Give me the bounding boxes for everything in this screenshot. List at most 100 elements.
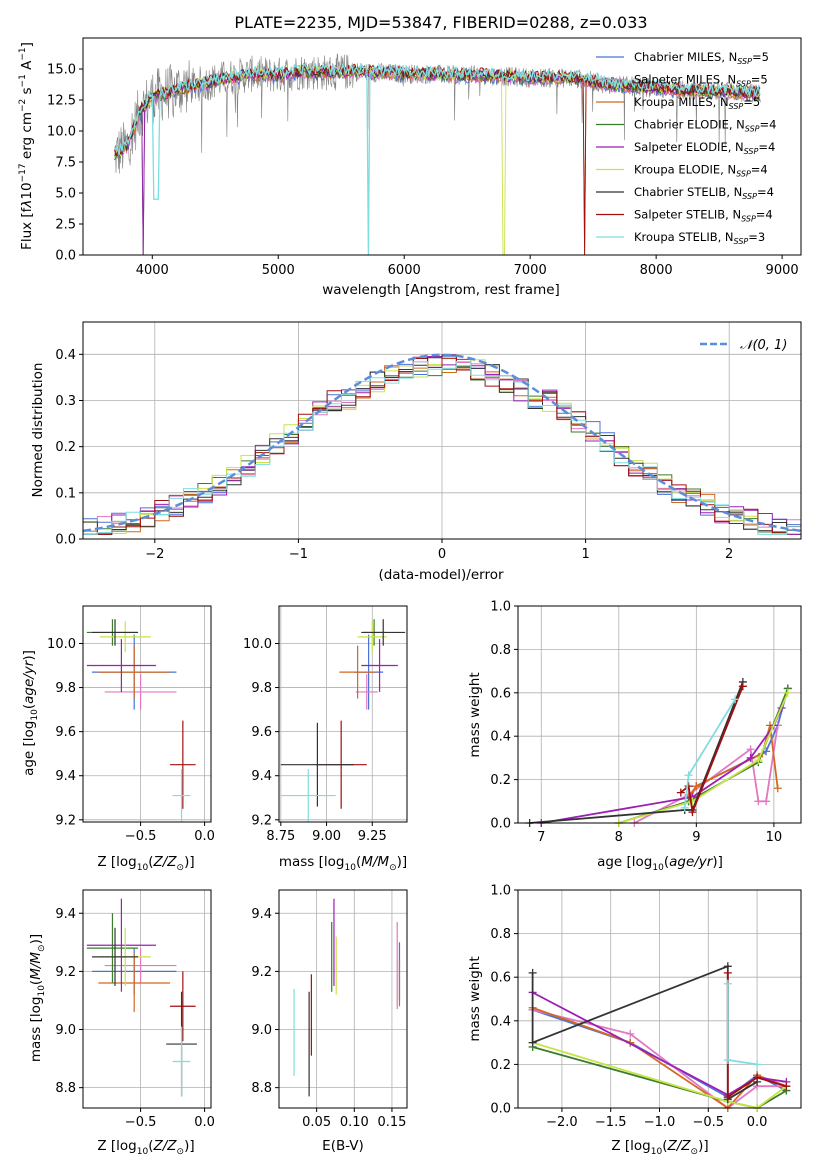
marker-salpeter_miles	[746, 745, 755, 754]
marker-salpeter_stelib	[688, 808, 697, 817]
marker-salpeter_miles	[762, 797, 771, 806]
y-tick-label: 15.0	[47, 63, 76, 78]
y-tick-label: 0.4	[490, 730, 511, 745]
y-tick-label: 5.0	[55, 187, 76, 202]
x-tick-label: 7000	[514, 263, 547, 278]
marker-salpeter_stelib	[738, 682, 747, 691]
panel-background	[83, 606, 211, 822]
marker-kroupa_stelib	[753, 1060, 762, 1069]
x-tick-label: 0	[438, 547, 446, 562]
marker-salpeter_stelib	[684, 782, 693, 791]
y-tick-label: 10.0	[47, 637, 76, 652]
legend-entry-label: Kroupa ELODIE, NSSP=4	[634, 163, 768, 179]
marker-chabrier_stelib	[528, 1038, 537, 1047]
y-tick-label: 0.4	[490, 1014, 511, 1029]
normal-curve-line	[82, 353, 802, 533]
x-tick-label: 9.00	[312, 829, 341, 844]
age-vs-metallicity-y-label: age [log10(age/yr)]	[21, 650, 40, 776]
y-tick-label: 12.5	[47, 94, 76, 109]
age-vs-mass-x-label: mass [log10(M/M⊙)]	[279, 854, 407, 873]
y-tick-label: 9.6	[55, 725, 76, 740]
mass-vs-metallicity-panel: −0.5 0.0 8.8 9.0 9.2 9.4	[55, 889, 215, 1130]
x-tick-label: −2.0	[546, 1115, 578, 1130]
age-vs-mass-panel: 8.75 9.00 9.25 9.2 9.4 9.6 9.8 10.0	[243, 605, 408, 844]
y-tick-label: 9.4	[251, 769, 272, 784]
legend-entry-label: Kroupa MILES, NSSP=5	[634, 95, 760, 111]
mass-weight-vs-age-y-label: mass weight	[467, 672, 483, 757]
marker-salpeter_elodie	[746, 753, 755, 762]
y-tick-label: 1.0	[490, 884, 511, 899]
marker-salpeter_stelib	[723, 1093, 732, 1102]
age-vs-metallicity-panel: −0.5 0.0 9.2 9.4 9.6 9.8 10.0	[47, 605, 215, 844]
y-tick-label: 9.0	[251, 1023, 272, 1038]
panel-frame	[278, 889, 408, 1109]
marker-kroupa_stelib	[680, 803, 689, 812]
x-tick-label: −1.0	[644, 1115, 676, 1130]
marker-salpeter_miles	[754, 797, 763, 806]
x-tick-label: 0.15	[377, 1115, 406, 1130]
panel-background	[279, 606, 407, 822]
y-tick-label: 0.1	[55, 486, 76, 501]
panel-frame	[517, 889, 802, 1109]
series-line-salpeter_elodie	[532, 991, 787, 1096]
series-line-kroupa_elodie	[532, 1041, 787, 1109]
panel-background	[83, 890, 211, 1108]
panel-background	[279, 890, 407, 1108]
y-tick-label: 0.0	[490, 1102, 511, 1117]
y-tick-label: 0.0	[55, 249, 76, 264]
mass-vs-extinction-x-label: E(B-V)	[322, 1138, 364, 1154]
y-tick-label: 0.6	[490, 971, 511, 986]
marker-kroupa_stelib	[731, 695, 740, 704]
x-tick-label: 0.0	[747, 1115, 768, 1130]
y-tick-label: 9.8	[251, 681, 272, 696]
panel-frame	[517, 605, 802, 824]
normal-curve-legend-label: 𝒩(0, 1)	[740, 338, 787, 353]
y-tick-label: 0.2	[55, 440, 76, 455]
y-tick-label: 0.6	[490, 686, 511, 701]
y-tick-label: 2.5	[55, 218, 76, 233]
mass-weight-vs-metallicity-panel: −2.0 −1.5 −1.0 −0.5 0.0 0.0 0.2 0.4 0.6 0.8 1.0	[490, 884, 802, 1130]
y-tick-label: 0.0	[55, 533, 76, 548]
x-tick-label: −0.5	[693, 1115, 725, 1130]
x-tick-label: −2	[145, 547, 164, 562]
x-tick-label: 8000	[640, 263, 673, 278]
x-tick-label: −0.5	[125, 829, 157, 844]
y-tick-label: 0.8	[490, 643, 511, 658]
marker-kroupa_stelib	[723, 979, 732, 988]
y-tick-label: 9.6	[251, 725, 272, 740]
y-tick-label: 9.8	[55, 681, 76, 696]
mass-vs-extinction-panel: 0.05 0.10 0.15 8.8 9.0 9.2 9.4	[251, 889, 408, 1130]
marker-kroupa_stelib	[684, 771, 693, 780]
mass-weight-vs-age-x-label: age [log10(age/yr)]	[597, 854, 723, 873]
residuals-x-label: (data-model)/error	[378, 567, 504, 583]
y-tick-label: 9.2	[55, 965, 76, 980]
marker-salpeter_stelib	[782, 1082, 791, 1091]
y-tick-label: 0.4	[55, 348, 76, 363]
y-tick-label: 8.8	[251, 1081, 272, 1096]
y-tick-label: 9.4	[55, 907, 76, 922]
residuals-y-label: Normed distribution	[30, 363, 46, 498]
x-tick-label: 0.0	[194, 829, 215, 844]
y-tick-label: 8.8	[55, 1081, 76, 1096]
marker-kroupa_elodie	[754, 756, 763, 765]
marker-salpeter_stelib	[676, 788, 685, 797]
y-tick-label: 0.2	[490, 1058, 511, 1073]
mass-vs-metallicity-y-label: mass [log10(M/M⊙)]	[28, 934, 47, 1062]
model-spectrum-kroupa_stelib	[114, 62, 761, 256]
y-tick-label: 0.3	[55, 394, 76, 409]
panel-background	[518, 606, 801, 823]
panel-frame	[82, 605, 212, 823]
legend-entry-label: Salpeter MILES, NSSP=5	[634, 73, 768, 89]
spectrum-legend: Chabrier MILES, NSSP=5 Salpeter MILES, NS…	[596, 50, 776, 246]
spectrum-panel: 4000 5000 6000 7000 8000 9000 0.0 2.5 5.0 7.5 10.0…	[18, 37, 802, 298]
y-tick-label: 9.2	[55, 813, 76, 828]
spectrum-y-label: Flux [fλ10−17 erg cm−2 s−1 A−1]	[18, 42, 35, 250]
legend-entry-label: Kroupa STELIB, NSSP=3	[634, 230, 765, 246]
panel-frame	[82, 889, 212, 1109]
residuals-panel: −2 −1 0 1 2 0.0 0.1 0.2 0.3 0.4 𝒩(0, 1) (data-mod…	[30, 321, 802, 583]
x-tick-label: 9	[692, 830, 700, 845]
x-tick-label: 2	[725, 547, 733, 562]
histogram-chabrier_stelib	[83, 354, 801, 535]
marker-kroupa_miles	[773, 784, 782, 793]
